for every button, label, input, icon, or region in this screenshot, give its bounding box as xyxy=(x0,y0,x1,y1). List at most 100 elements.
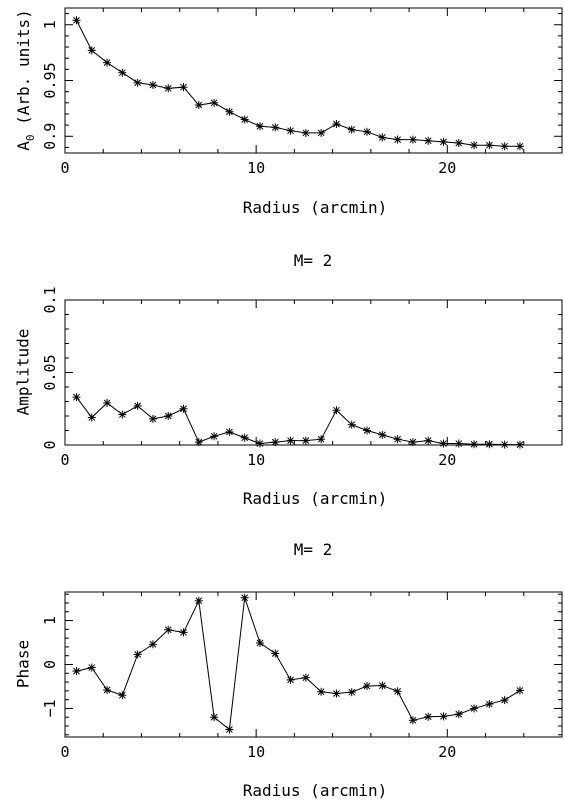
panel-phase: M= 2 Phase Radius (arcmin) 0 10 20 −1 0 1 xyxy=(14,540,563,800)
data-point-a0 xyxy=(515,142,524,151)
panel-a0: A0 (Arb. units) Radius (arcmin) 0 10 200.9… xyxy=(14,7,563,217)
data-point-a0 xyxy=(225,107,234,116)
data-point-a0 xyxy=(439,137,448,146)
xtick-label-a0: 20 xyxy=(438,159,456,177)
data-point-phase xyxy=(363,682,372,691)
data-point-phase xyxy=(378,681,387,690)
data-point-phase xyxy=(255,638,264,647)
svg-text:0.05: 0.05 xyxy=(41,354,59,390)
data-point-a0 xyxy=(317,128,326,137)
data-point-phase xyxy=(347,688,356,697)
data-point-phase xyxy=(317,687,326,696)
data-point-a0 xyxy=(271,123,280,132)
ylabel-a0: A0 (Arb. units) xyxy=(14,9,37,151)
data-point-a0 xyxy=(347,125,356,134)
plot-frame-phase xyxy=(64,591,563,738)
data-point-amplitude xyxy=(332,406,341,415)
xtick-label-a0: 0 xyxy=(60,159,69,177)
data-point-amplitude xyxy=(194,438,203,447)
xtick-label-a0: 10 xyxy=(247,159,265,177)
data-point-a0 xyxy=(148,80,157,89)
data-point-phase xyxy=(408,716,417,725)
plot-frame-amplitude xyxy=(64,299,563,446)
svg-text:Phase: Phase xyxy=(14,640,33,688)
data-point-phase xyxy=(164,625,173,634)
data-point-amplitude xyxy=(164,412,173,420)
ylabel-phase: Phase xyxy=(14,640,33,688)
data-point-phase xyxy=(194,596,203,605)
data-point-amplitude xyxy=(179,404,188,413)
data-point-a0 xyxy=(118,68,127,77)
xtick-label-amplitude: 20 xyxy=(438,451,456,469)
data-point-amplitude xyxy=(103,398,112,407)
data-point-amplitude xyxy=(347,420,356,429)
data-point-phase xyxy=(72,667,81,676)
title-amplitude: M= 2 xyxy=(294,251,333,270)
data-point-amplitude xyxy=(271,438,280,447)
ytick-label-phase: 1 xyxy=(41,616,59,625)
svg-text:0.1: 0.1 xyxy=(41,286,59,313)
marks-amplitude: 0 10 20 0 0.05 0.1 xyxy=(41,286,563,469)
data-point-amplitude xyxy=(470,440,479,449)
data-point-a0 xyxy=(103,58,112,67)
data-point-amplitude xyxy=(133,401,142,410)
data-point-amplitude xyxy=(225,427,234,436)
data-point-amplitude xyxy=(210,432,219,441)
data-point-amplitude xyxy=(515,440,524,449)
xlabel-a0: Radius (arcmin) xyxy=(243,198,388,217)
series-line-phase xyxy=(76,597,521,731)
svg-text:Amplitude: Amplitude xyxy=(14,329,33,416)
svg-text:1: 1 xyxy=(41,616,59,625)
data-point-amplitude xyxy=(363,426,372,435)
ytick-label-a0: 1 xyxy=(41,20,59,29)
data-point-amplitude xyxy=(87,413,96,422)
data-point-a0 xyxy=(454,138,463,147)
xlabel-phase: Radius (arcmin) xyxy=(243,781,388,800)
data-point-phase xyxy=(485,700,494,709)
xlabel-amplitude: Radius (arcmin) xyxy=(243,489,388,508)
ylabel-a0-rest: (Arb. units) xyxy=(14,9,33,134)
data-point-a0 xyxy=(301,128,310,137)
data-point-a0 xyxy=(87,46,96,55)
ytick-label-phase: −1 xyxy=(41,699,59,717)
data-point-a0 xyxy=(378,133,387,142)
data-point-amplitude xyxy=(393,435,402,444)
ytick-label-amplitude: 0 xyxy=(41,440,59,449)
ytick-label-phase: 0 xyxy=(41,660,59,669)
svg-text:0: 0 xyxy=(41,440,59,449)
ylabel-a0-sub: 0 xyxy=(24,134,37,141)
data-point-a0 xyxy=(72,16,81,25)
data-point-amplitude xyxy=(408,438,417,447)
series-line-amplitude xyxy=(76,396,520,446)
marks-a0: 0 10 20 0.9 0.95 1 xyxy=(41,8,563,177)
data-point-phase xyxy=(393,687,402,696)
panel-amplitude: M= 2 Amplitude Radius (arcmin) 0 10 20 0 0.0… xyxy=(14,251,563,508)
data-point-a0 xyxy=(424,136,433,145)
svg-text:1: 1 xyxy=(41,20,59,29)
data-point-a0 xyxy=(133,78,142,87)
data-point-phase xyxy=(439,712,448,721)
svg-text:−1: −1 xyxy=(41,699,59,717)
data-point-a0 xyxy=(179,83,188,92)
data-point-a0 xyxy=(470,141,479,150)
ylabel-a0-main: A xyxy=(14,141,33,151)
data-point-a0 xyxy=(393,135,402,144)
svg-text:0.9: 0.9 xyxy=(41,123,59,150)
data-point-phase xyxy=(332,689,341,698)
data-point-phase xyxy=(118,691,127,700)
data-point-amplitude xyxy=(454,439,463,448)
ytick-label-amplitude: 0.05 xyxy=(41,354,59,390)
data-point-phase xyxy=(210,713,219,722)
data-point-a0 xyxy=(408,135,417,144)
data-point-a0 xyxy=(500,142,509,151)
svg-text:0: 0 xyxy=(41,660,59,669)
data-point-phase xyxy=(225,725,234,734)
data-point-phase xyxy=(103,685,112,694)
data-point-a0 xyxy=(485,141,494,150)
xtick-label-phase: 20 xyxy=(438,743,456,761)
series-line-a0 xyxy=(76,20,520,147)
data-point-phase xyxy=(301,673,310,682)
data-point-amplitude xyxy=(424,436,433,445)
data-point-a0 xyxy=(332,120,341,128)
